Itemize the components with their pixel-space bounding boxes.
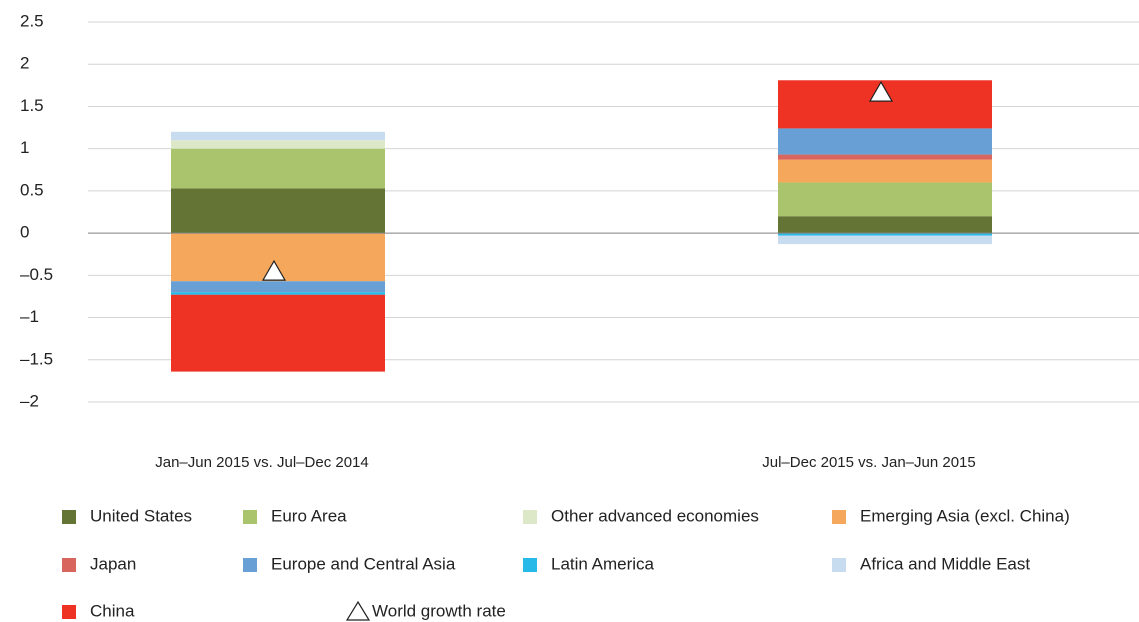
bar-segment (778, 128, 992, 155)
bar-segment (171, 140, 385, 149)
bar-segment (778, 235, 992, 245)
legend-swatch (62, 558, 76, 572)
legend-label: Other advanced economies (551, 506, 759, 525)
bar-segment (171, 131, 385, 141)
legend-label: China (90, 601, 135, 620)
y-tick-label: –0.5 (20, 265, 53, 284)
y-tick-label: 0.5 (20, 180, 44, 199)
legend-swatch (243, 510, 257, 524)
legend-swatch (243, 558, 257, 572)
legend-label: Euro Area (271, 506, 347, 525)
legend-swatch (523, 510, 537, 524)
bar-segment (778, 154, 992, 160)
x-tick-label: Jul–Dec 2015 vs. Jan–Jun 2015 (762, 454, 975, 471)
y-tick-label: 2.5 (20, 11, 44, 30)
y-tick-label: 1 (20, 138, 29, 157)
legend-label: Europe and Central Asia (271, 554, 456, 573)
legend-label: Latin America (551, 554, 655, 573)
legend-swatch (62, 605, 76, 619)
legend-marker (345, 600, 371, 621)
legend-swatch (62, 510, 76, 524)
y-tick-label: 0 (20, 223, 29, 242)
legend-label: Africa and Middle East (860, 554, 1030, 573)
legend-label: Japan (90, 554, 136, 573)
bar-segment (171, 292, 385, 295)
bar-segment (171, 281, 385, 293)
y-tick-label: –2 (20, 391, 39, 410)
legend-swatch (523, 558, 537, 572)
legend-swatch (832, 558, 846, 572)
bar-segment (171, 148, 385, 189)
y-tick-label: –1.5 (20, 349, 53, 368)
x-tick-label: Jan–Jun 2015 vs. Jul–Dec 2014 (155, 454, 368, 471)
y-tick-label: 2 (20, 54, 29, 73)
bar-segment (778, 233, 992, 236)
bar-segment (778, 182, 992, 217)
y-tick-label: –1 (20, 307, 39, 326)
world-growth-marker (868, 80, 894, 102)
y-tick-label: 1.5 (20, 96, 44, 115)
legend-label: Emerging Asia (excl. China) (860, 506, 1070, 525)
legend-swatch (832, 510, 846, 524)
bar-segment (778, 80, 992, 129)
bar-segment (778, 216, 992, 234)
legend-label: United States (90, 506, 192, 525)
legend-label: World growth rate (372, 601, 506, 620)
world-growth-marker (261, 259, 287, 281)
bar-segment (171, 188, 385, 234)
bar-segment (778, 159, 992, 183)
bar-segment (171, 294, 385, 372)
